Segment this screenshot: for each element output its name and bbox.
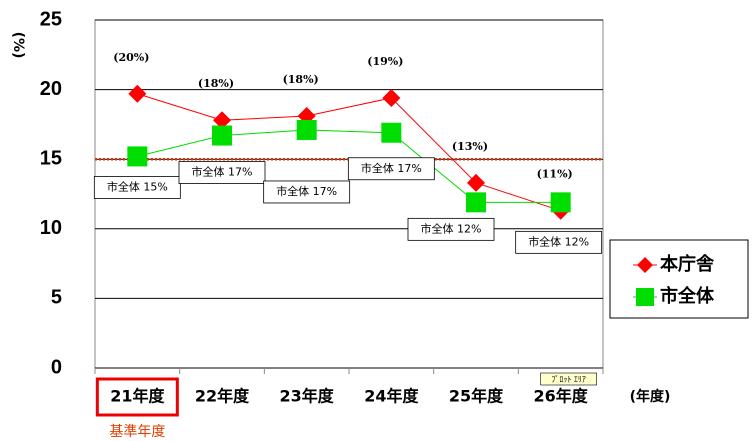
x-tick-label: 21年度 — [110, 387, 165, 406]
x-tick-label: 25年度 — [449, 387, 504, 406]
data-label: (19%) — [367, 55, 403, 68]
legend-marker — [636, 288, 654, 306]
legend-label: 市全体 — [660, 285, 715, 307]
highlight-label: 基準年度 — [109, 423, 165, 440]
legend-marker — [637, 257, 653, 273]
x-tick-label: 22年度 — [195, 387, 250, 406]
x-axis-label: (年度) — [630, 388, 671, 405]
y-tick-label: 25 — [40, 8, 62, 30]
y-tick-label: 0 — [51, 356, 62, 378]
data-label-box — [407, 217, 495, 241]
series-line — [137, 93, 561, 212]
data-label: 市全体 12% — [421, 221, 482, 235]
legend-label: 本庁舎 — [660, 253, 715, 275]
data-label: 市全体 12% — [528, 234, 589, 248]
data-label: (18%) — [283, 73, 319, 86]
y-tick-label: 5 — [51, 287, 62, 309]
y-tick-label: 15 — [40, 147, 62, 169]
data-label-box — [263, 180, 351, 204]
data-label: (11%) — [537, 168, 573, 181]
data-label-box — [93, 176, 181, 199]
legend-box — [609, 239, 749, 319]
y-axis-label: (%) — [10, 32, 26, 59]
marker — [550, 192, 571, 213]
data-label: (18%) — [198, 77, 234, 90]
data-label-box — [178, 161, 266, 184]
data-label-box — [515, 230, 603, 254]
marker — [466, 192, 486, 213]
x-tick-label: 24年度 — [364, 387, 419, 406]
data-label: 市全体 17% — [276, 184, 337, 198]
marker — [382, 88, 401, 107]
y-tick-label: 20 — [40, 78, 62, 100]
data-label: (13%) — [452, 140, 488, 153]
x-tick-label: 23年度 — [280, 387, 335, 406]
data-label: (20%) — [113, 51, 149, 64]
marker — [212, 125, 232, 146]
marker — [127, 146, 148, 167]
marker — [213, 111, 231, 130]
data-label: 市全体 15% — [107, 179, 168, 193]
data-label: 市全体 17% — [361, 161, 422, 175]
marker — [128, 84, 147, 103]
tooltip: ﾌﾟﾛｯﾄ ｴﾘｱ — [551, 375, 586, 384]
highlight-box — [95, 377, 179, 417]
marker — [467, 173, 485, 192]
x-tick-label: 26年度 — [534, 387, 589, 406]
data-label: 市全体 17% — [192, 165, 253, 179]
series-line — [137, 129, 561, 203]
data-label-box — [347, 157, 435, 181]
marker — [381, 122, 402, 143]
tooltip-box — [540, 372, 597, 386]
y-tick-label: 10 — [40, 217, 62, 239]
marker — [296, 119, 317, 140]
